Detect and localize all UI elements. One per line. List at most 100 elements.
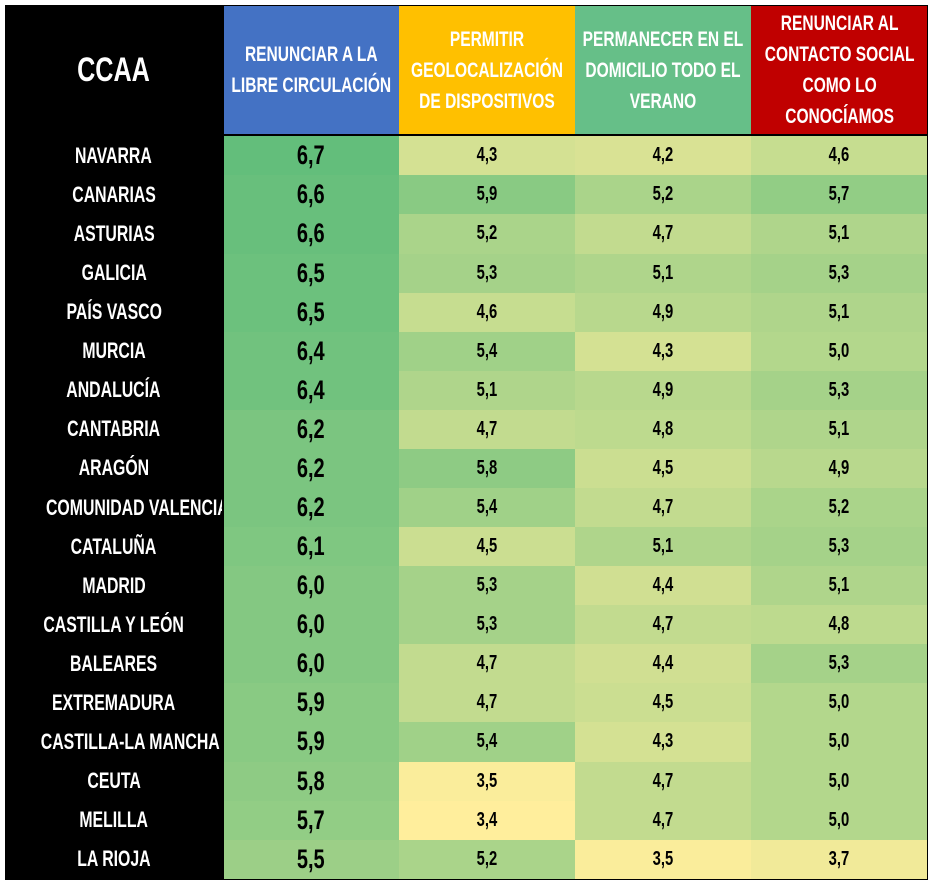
value-label: 5,5 — [297, 843, 326, 874]
header-ccaa: CCAA — [5, 5, 223, 136]
value-cell: 5,1 — [751, 409, 928, 449]
value-label: 5,9 — [476, 183, 498, 206]
value-cell: 5,4 — [398, 722, 575, 762]
value-cell: 6,6 — [221, 214, 399, 254]
header-libre-circulacion: RENUNCIAR A LA LIBRE CIRCULACIÓN — [221, 5, 399, 136]
value-cell: 5,1 — [575, 527, 752, 567]
value-label: 6,2 — [297, 492, 326, 522]
value-cell: 5,5 — [221, 839, 399, 880]
value-cell: 5,7 — [751, 175, 928, 215]
value-label: 4,5 — [476, 535, 498, 558]
value-cell: 5,8 — [398, 448, 575, 488]
region-name-label: MADRID — [82, 572, 146, 598]
value-label: 6,5 — [297, 257, 326, 288]
value-cell: 4,2 — [575, 135, 752, 176]
value-label: 5,2 — [828, 496, 850, 518]
value-cell: 5,4 — [398, 487, 575, 528]
region-name-label: CASTILLA-LA MANCHA — [40, 728, 220, 754]
value-label: 4,7 — [652, 808, 674, 831]
value-cell: 4,7 — [575, 800, 752, 840]
region-name: ASTURIAS — [5, 214, 223, 254]
value-cell: 5,3 — [751, 644, 928, 684]
value-label: 4,8 — [652, 417, 674, 440]
value-cell: 3,7 — [751, 839, 928, 880]
value-label: 5,1 — [652, 535, 674, 558]
value-label: 6,4 — [297, 335, 326, 366]
region-name-label: CANTABRIA — [67, 416, 161, 442]
value-label: 5,0 — [828, 691, 850, 714]
value-label: 3,5 — [652, 847, 674, 870]
value-cell: 6,0 — [221, 566, 399, 606]
header-geolocalizacion: PERMITIR GEOLOCALIZACIÓN DE DISPOSITIVOS — [398, 5, 575, 136]
region-name: PAÍS VASCO — [5, 292, 223, 332]
value-label: 5,3 — [476, 261, 498, 284]
value-cell: 4,5 — [575, 683, 752, 723]
value-label: 6,7 — [297, 140, 326, 171]
value-label: 5,0 — [828, 730, 850, 753]
header-label: PERMANECER EN EL DOMICILIO TODO EL VERAN… — [582, 27, 744, 113]
value-label: 6,0 — [297, 648, 326, 679]
value-label: 3,7 — [828, 847, 850, 870]
value-cell: 4,3 — [575, 331, 752, 371]
value-label: 5,7 — [297, 804, 326, 835]
value-label: 4,6 — [828, 144, 850, 167]
region-name-label: NAVARRA — [75, 142, 153, 168]
region-name: CANARIAS — [5, 175, 223, 215]
value-cell: 5,3 — [398, 605, 575, 645]
value-label: 5,2 — [476, 847, 498, 870]
value-cell: 5,0 — [751, 331, 928, 371]
value-cell: 5,1 — [398, 370, 575, 410]
value-cell: 6,4 — [221, 331, 399, 371]
value-cell: 4,4 — [575, 566, 752, 606]
value-label: 4,5 — [652, 691, 674, 714]
table-row: EXTREMADURA 5,9 4,7 4,5 5,0 — [5, 683, 928, 723]
region-name: MELILLA — [5, 800, 223, 840]
region-name: COMUNIDAD VALENCIANA — [5, 487, 223, 528]
value-cell: 6,1 — [221, 527, 399, 567]
value-label: 6,6 — [297, 179, 326, 210]
value-label: 5,0 — [828, 769, 850, 792]
value-cell: 4,7 — [575, 214, 752, 254]
table-row: MURCIA 6,4 5,4 4,3 5,0 — [5, 331, 928, 371]
value-label: 5,4 — [476, 730, 498, 753]
region-name: CEUTA — [5, 761, 223, 801]
value-cell: 5,3 — [751, 253, 928, 293]
value-cell: 5,0 — [751, 683, 928, 723]
value-cell: 5,1 — [751, 292, 928, 332]
table-row: CATALUÑA 6,1 4,5 5,1 5,3 — [5, 527, 928, 567]
value-label: 4,4 — [652, 652, 674, 675]
table-row: ANDALUCÍA 6,4 5,1 4,9 5,3 — [5, 370, 928, 410]
region-name-label: ARAGÓN — [78, 455, 149, 481]
region-name-label: EXTREMADURA — [52, 689, 176, 715]
header-row: CCAA RENUNCIAR A LA LIBRE CIRCULACIÓN PE… — [5, 5, 928, 136]
value-cell: 5,2 — [398, 839, 575, 880]
region-name: LA RIOJA — [5, 839, 223, 880]
table-row: ASTURIAS 6,6 5,2 4,7 5,1 — [5, 214, 928, 254]
value-label: 4,7 — [476, 417, 498, 440]
value-cell: 5,9 — [221, 722, 399, 762]
value-cell: 4,6 — [751, 135, 928, 176]
header-contacto-social: RENUNCIAR AL CONTACTO SOCIAL COMO LO CON… — [751, 5, 928, 136]
value-cell: 4,9 — [575, 292, 752, 332]
value-cell: 5,1 — [751, 566, 928, 606]
value-cell: 4,8 — [751, 605, 928, 645]
table-row: CANARIAS 6,6 5,9 5,2 5,7 — [5, 175, 928, 215]
value-label: 4,3 — [652, 339, 674, 362]
ccaa-survey-table: CCAA RENUNCIAR A LA LIBRE CIRCULACIÓN PE… — [5, 5, 928, 880]
region-name-label: MURCIA — [82, 338, 146, 364]
value-label: 4,4 — [652, 574, 674, 597]
value-label: 5,3 — [828, 535, 850, 558]
value-cell: 4,7 — [575, 605, 752, 645]
value-label: 5,3 — [828, 261, 850, 284]
value-cell: 4,3 — [398, 135, 575, 176]
value-cell: 4,7 — [398, 409, 575, 449]
value-label: 5,4 — [476, 496, 498, 518]
value-cell: 5,3 — [398, 566, 575, 606]
table-row: MELILLA 5,7 3,4 4,7 5,0 — [5, 800, 928, 840]
region-name-label: ASTURIAS — [73, 220, 155, 246]
value-label: 5,7 — [828, 183, 850, 206]
value-cell: 4,8 — [575, 409, 752, 449]
value-label: 4,2 — [652, 144, 674, 167]
table-row: ARAGÓN 6,2 5,8 4,5 4,9 — [5, 448, 928, 488]
value-cell: 6,5 — [221, 292, 399, 332]
